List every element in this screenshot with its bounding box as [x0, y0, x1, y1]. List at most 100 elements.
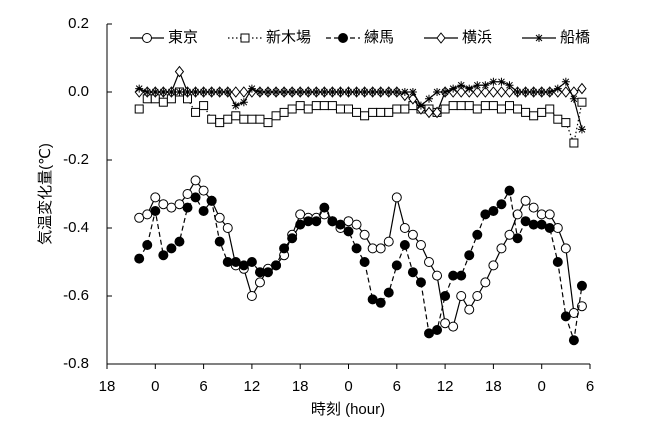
legend-marker	[436, 32, 446, 44]
point	[239, 86, 249, 98]
point	[312, 88, 321, 96]
point	[480, 277, 491, 288]
point	[264, 88, 272, 96]
point	[198, 185, 209, 196]
point	[441, 88, 450, 96]
point	[521, 88, 530, 96]
point	[512, 209, 523, 220]
legend-label: 練馬	[364, 29, 394, 46]
point	[488, 260, 499, 271]
point	[400, 104, 410, 114]
point	[568, 335, 579, 346]
point	[449, 84, 458, 93]
point	[231, 101, 240, 110]
point	[143, 88, 152, 96]
point	[577, 97, 587, 107]
point	[142, 240, 153, 250]
point	[457, 81, 466, 90]
point	[272, 88, 281, 96]
point	[215, 118, 225, 128]
point	[231, 111, 241, 121]
point	[552, 257, 563, 267]
point	[561, 77, 570, 86]
point	[174, 236, 185, 247]
point	[222, 223, 233, 233]
point	[432, 270, 443, 281]
point	[319, 101, 329, 111]
point	[505, 81, 514, 90]
point	[360, 88, 369, 96]
point	[496, 199, 507, 210]
point	[279, 243, 290, 254]
point	[320, 88, 329, 96]
point	[553, 114, 563, 124]
point	[351, 243, 362, 254]
point	[456, 291, 467, 301]
point	[472, 229, 483, 240]
point	[473, 81, 482, 90]
point	[206, 195, 217, 206]
x-tick-label: 0	[344, 378, 352, 395]
x-tick-label: 18	[99, 378, 116, 395]
point	[223, 114, 233, 124]
point	[569, 138, 579, 148]
point	[497, 77, 506, 86]
point	[158, 250, 169, 261]
point	[528, 202, 539, 213]
point	[545, 88, 554, 96]
point	[159, 88, 168, 96]
point	[239, 114, 249, 124]
point	[336, 88, 345, 96]
point	[496, 243, 507, 254]
x-axis-label: 時刻 (hour)	[311, 401, 385, 418]
point	[488, 101, 498, 111]
point	[287, 104, 297, 114]
point	[190, 192, 201, 203]
point	[560, 311, 571, 322]
point	[464, 250, 475, 261]
point	[271, 111, 281, 121]
point	[207, 88, 216, 96]
point	[151, 88, 160, 96]
point	[311, 216, 322, 227]
point	[529, 88, 538, 96]
point	[399, 240, 410, 250]
point	[167, 88, 176, 96]
point	[296, 88, 305, 96]
point	[537, 107, 547, 117]
point	[472, 291, 483, 301]
point	[343, 226, 354, 237]
point	[512, 233, 523, 244]
point	[271, 260, 282, 271]
point	[488, 206, 499, 216]
point	[239, 98, 248, 107]
x-tick-label: 18	[485, 378, 502, 395]
point	[496, 86, 507, 98]
point	[407, 267, 418, 278]
legend-label: 船橋	[560, 29, 590, 46]
point	[280, 88, 289, 96]
point	[255, 114, 265, 124]
point	[263, 118, 273, 128]
point	[392, 104, 402, 114]
point	[231, 86, 241, 98]
point	[488, 86, 499, 98]
point	[513, 88, 522, 96]
point	[496, 104, 506, 114]
point	[352, 88, 361, 96]
point	[344, 88, 353, 96]
point	[433, 88, 442, 96]
point	[424, 106, 434, 119]
point	[190, 175, 201, 186]
point	[544, 209, 555, 220]
point	[158, 97, 168, 107]
point	[577, 125, 586, 134]
point	[577, 82, 587, 95]
point	[199, 88, 208, 96]
point	[456, 270, 467, 281]
point	[279, 107, 289, 117]
point	[576, 280, 587, 291]
x-tick-label: 12	[437, 378, 454, 395]
point	[214, 212, 225, 223]
